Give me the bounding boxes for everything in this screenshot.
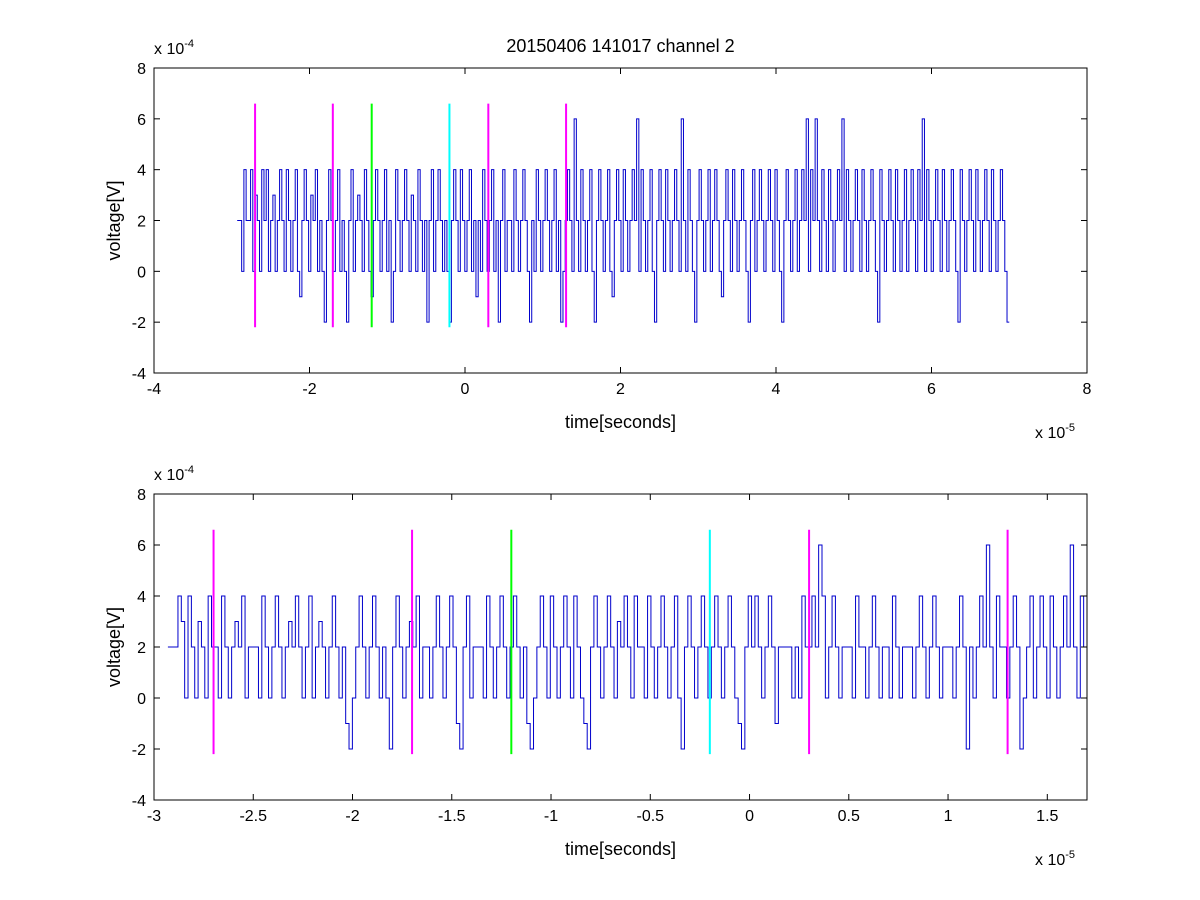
- y-tick-label: 8: [137, 487, 146, 504]
- x-tick-label: 0: [461, 381, 470, 398]
- x-tick-label: -4: [147, 381, 161, 398]
- x-tick-label: -2: [302, 381, 316, 398]
- subplot-bottom: -3 -2.5 -2 -1.5 -1 -0.5 0 0.5 1 1.5 -4 -2 0 2 4 6 8 time…: [104, 464, 1088, 869]
- y-tick-label: 8: [137, 61, 146, 78]
- x-axis-label-top: time[seconds]: [565, 412, 676, 432]
- y-tick-label: 6: [137, 538, 146, 555]
- x-tick-label: 6: [927, 381, 936, 398]
- y-tick-label: 6: [137, 112, 146, 129]
- x-tick-label: -1.5: [438, 808, 466, 825]
- signal-series-0: [237, 118, 1010, 323]
- y-axis-label-top: voltage[V]: [104, 180, 124, 260]
- y-multiplier-bottom: x 10-4: [154, 464, 194, 484]
- x-multiplier-top: x 10-5: [1035, 422, 1075, 442]
- y-tick-label: 0: [137, 264, 146, 281]
- x-tick-label: -0.5: [636, 808, 664, 825]
- y-tick-label: 4: [137, 163, 146, 180]
- x-tick-label: -1: [544, 808, 558, 825]
- x-axis-label-bottom: time[seconds]: [565, 839, 676, 859]
- x-multiplier-bottom: x 10-5: [1035, 849, 1075, 869]
- x-tick-label: 0.5: [838, 808, 860, 825]
- ticks-bottom: -3 -2.5 -2 -1.5 -1 -0.5 0 0.5 1 1.5 -4 -2 0 2 4 6 8: [132, 487, 1087, 825]
- x-tick-label: -2.5: [239, 808, 267, 825]
- y-tick-label: -4: [132, 366, 146, 383]
- subplot-top: -4 -2 0 2 4 6 8 -4 -2 0 2 4 6 8 20150406 141017 chann…: [104, 36, 1092, 442]
- y-tick-label: 0: [137, 691, 146, 708]
- x-tick-label: 1.5: [1036, 808, 1058, 825]
- chart-title: 20150406 141017 channel 2: [506, 36, 734, 56]
- x-tick-label: -3: [147, 808, 161, 825]
- y-tick-label: -2: [132, 315, 146, 332]
- y-tick-label: 2: [137, 214, 146, 231]
- y-axis-label-bottom: voltage[V]: [104, 607, 124, 687]
- y-tick-label: 2: [137, 640, 146, 657]
- y-multiplier-top: x 10-4: [154, 38, 194, 58]
- x-tick-label: 2: [616, 381, 625, 398]
- y-tick-label: -2: [132, 742, 146, 759]
- y-tick-label: 4: [137, 589, 146, 606]
- ticks-top: -4 -2 0 2 4 6 8 -4 -2 0 2 4 6 8: [132, 61, 1092, 398]
- plot-area-top: [237, 103, 1010, 328]
- x-tick-label: 1: [944, 808, 953, 825]
- x-tick-label: 4: [772, 381, 781, 398]
- x-tick-label: 0: [745, 808, 754, 825]
- plot-area-bottom: [167, 529, 1087, 755]
- x-tick-label: 8: [1083, 381, 1092, 398]
- y-tick-label: -4: [132, 793, 146, 810]
- signal-series-0: [167, 544, 1087, 750]
- x-tick-label: -2: [345, 808, 359, 825]
